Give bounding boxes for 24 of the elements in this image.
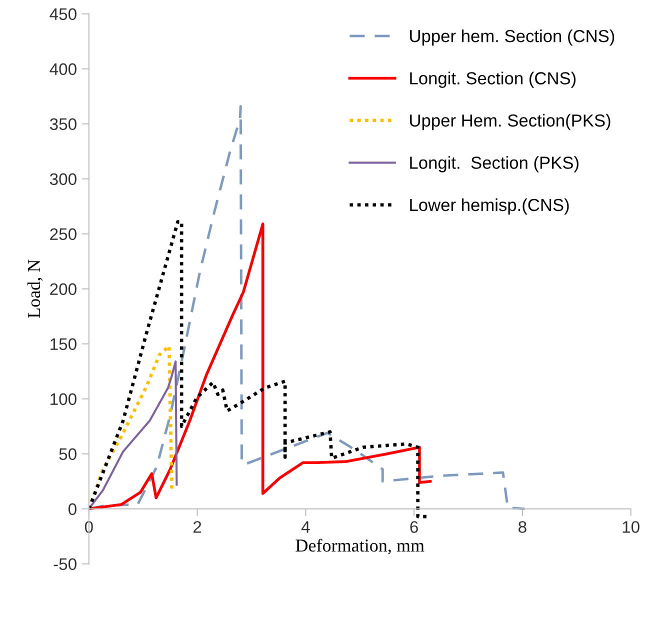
y-axis-title: Load, N (27, 260, 43, 318)
y-tick-label: 350 (50, 118, 76, 130)
legend-label: Upper hem. Section (CNS) (410, 29, 614, 46)
y-tick-label: 250 (50, 228, 76, 240)
legend-label: Longit. Section (CNS) (410, 72, 576, 88)
y-tick-label: 400 (50, 63, 76, 76)
y-tick-label: 150 (50, 338, 76, 350)
y-tick-label: 50 (59, 448, 76, 460)
y-tick-label: 450 (50, 8, 76, 20)
y-tick-label: 200 (50, 283, 76, 296)
x-tick-label: 0 (84, 521, 93, 533)
y-tick-label: 100 (50, 393, 76, 406)
x-tick-label: 6 (410, 521, 418, 533)
x-tick-label: 10 (622, 521, 640, 533)
y-tick-label: -50 (54, 558, 76, 570)
legend-label: Longit. Section (PKS) (410, 156, 578, 172)
y-tick-label: 300 (50, 173, 76, 186)
x-tick-label: 4 (301, 521, 310, 533)
x-tick-label: 2 (194, 521, 202, 533)
y-tick-label: 0 (68, 503, 76, 516)
x-tick-label: 8 (518, 521, 526, 533)
x-axis-title: Deformation, mm (296, 538, 424, 554)
legend-label: Upper Hem. Section(PKS) (410, 114, 610, 130)
legend-label: Lower hemisp.(CNS) (410, 198, 569, 215)
